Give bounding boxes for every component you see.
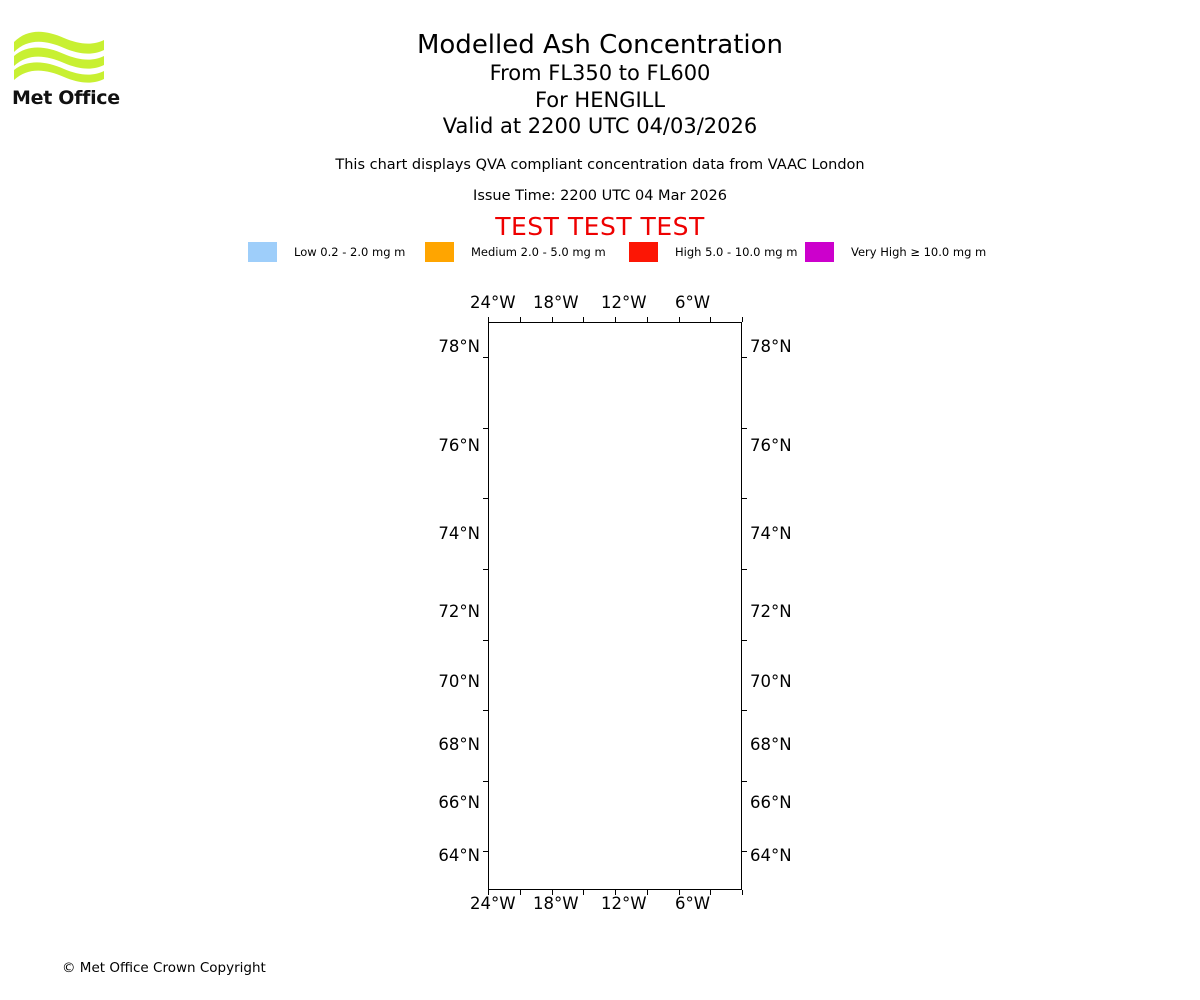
legend-label: Low 0.2 - 2.0 mg m bbox=[294, 245, 406, 259]
met-office-waves-icon bbox=[14, 31, 104, 83]
y-tick-mark-right bbox=[742, 357, 747, 359]
x-tick-label-bottom: 18°W bbox=[533, 894, 579, 913]
x-tick-label-bottom: 24°W bbox=[470, 894, 516, 913]
x-tick-mark-bottom bbox=[583, 890, 585, 895]
x-tick-mark-top bbox=[646, 317, 648, 322]
test-banner: TEST TEST TEST bbox=[495, 212, 705, 242]
y-tick-mark-left bbox=[483, 780, 488, 782]
y-tick-label-left: 68°N bbox=[438, 735, 480, 754]
legend-label: High 5.0 - 10.0 mg m bbox=[675, 245, 798, 259]
y-tick-label-right: 78°N bbox=[750, 337, 792, 356]
copyright-notice: © Met Office Crown Copyright bbox=[62, 960, 266, 976]
y-tick-mark-right bbox=[742, 498, 747, 500]
y-tick-label-right: 68°N bbox=[750, 735, 792, 754]
legend-item: Very High ≥ 10.0 mg m bbox=[805, 241, 986, 263]
y-tick-mark-left bbox=[483, 568, 488, 570]
y-tick-label-right: 76°N bbox=[750, 436, 792, 455]
x-tick-mark-bottom bbox=[742, 890, 743, 895]
volcano-subtitle: For HENGILL bbox=[534, 87, 666, 112]
y-tick-label-left: 64°N bbox=[438, 846, 480, 865]
x-tick-mark-bottom bbox=[488, 890, 489, 895]
x-tick-label-top: 6°W bbox=[675, 293, 711, 312]
page-title: Modelled Ash Concentration bbox=[416, 30, 784, 60]
concentration-legend: Low 0.2 - 2.0 mg m Medium 2.0 - 5.0 mg m H… bbox=[0, 241, 1200, 263]
y-tick-mark-right bbox=[742, 568, 747, 570]
chart-header: Modelled Ash Concentration From FL350 to… bbox=[0, 0, 1200, 241]
x-tick-mark-top bbox=[583, 317, 585, 322]
legend-swatch bbox=[805, 242, 834, 262]
x-tick-mark-bottom bbox=[615, 890, 616, 895]
y-tick-mark-left bbox=[483, 639, 488, 641]
y-tick-mark-right bbox=[742, 710, 747, 712]
x-tick-label-top: 24°W bbox=[470, 293, 516, 312]
met-office-logo: Met Office bbox=[12, 26, 132, 109]
y-tick-mark-left bbox=[483, 710, 488, 712]
issue-time: Issue Time: 2200 UTC 04 Mar 2026 bbox=[473, 188, 727, 205]
x-tick-mark-top bbox=[488, 317, 489, 322]
legend-swatch bbox=[248, 242, 277, 262]
legend-swatch bbox=[629, 242, 658, 262]
y-tick-mark-left bbox=[483, 427, 488, 429]
y-tick-mark-left bbox=[483, 357, 488, 359]
x-tick-label-top: 18°W bbox=[533, 293, 579, 312]
x-tick-mark-top bbox=[551, 317, 553, 322]
y-tick-mark-right bbox=[742, 780, 747, 782]
x-tick-mark-top bbox=[519, 317, 521, 322]
x-tick-mark-bottom bbox=[678, 890, 680, 895]
y-tick-mark-right bbox=[742, 851, 747, 853]
y-tick-label-right: 70°N bbox=[750, 672, 792, 691]
x-tick-mark-bottom bbox=[646, 890, 648, 895]
x-tick-mark-top bbox=[710, 317, 712, 322]
flight-level-subtitle: From FL350 to FL600 bbox=[489, 61, 711, 86]
valid-time-subtitle: Valid at 2200 UTC 04/03/2026 bbox=[442, 114, 758, 139]
y-tick-label-left: 72°N bbox=[438, 602, 480, 621]
ash-concentration-map[interactable] bbox=[483, 317, 747, 895]
x-tick-label-top: 12°W bbox=[601, 293, 647, 312]
x-tick-mark-top bbox=[615, 317, 616, 322]
legend-label: Very High ≥ 10.0 mg m bbox=[851, 245, 987, 259]
legend-swatch bbox=[425, 242, 454, 262]
legend-item: High 5.0 - 10.0 mg m bbox=[629, 241, 797, 263]
legend-item: Medium 2.0 - 5.0 mg m bbox=[425, 241, 606, 263]
x-tick-mark-bottom bbox=[519, 890, 521, 895]
y-tick-label-left: 66°N bbox=[438, 793, 480, 812]
y-tick-label-left: 78°N bbox=[438, 337, 480, 356]
map-frame-border bbox=[488, 322, 742, 890]
y-tick-mark-left bbox=[483, 498, 488, 500]
y-tick-mark-right bbox=[742, 639, 747, 641]
y-tick-label-right: 74°N bbox=[750, 524, 792, 543]
met-office-logo-text: Met Office bbox=[12, 87, 120, 109]
y-tick-label-left: 70°N bbox=[438, 672, 480, 691]
x-tick-label-bottom: 12°W bbox=[601, 894, 647, 913]
x-tick-mark-top bbox=[678, 317, 680, 322]
x-tick-mark-bottom bbox=[710, 890, 712, 895]
x-tick-mark-top bbox=[742, 317, 743, 322]
y-tick-mark-right bbox=[742, 427, 747, 429]
qva-note: This chart displays QVA compliant concen… bbox=[335, 157, 865, 174]
y-tick-label-left: 76°N bbox=[438, 436, 480, 455]
x-tick-label-bottom: 6°W bbox=[675, 894, 711, 913]
y-tick-label-right: 64°N bbox=[750, 846, 792, 865]
y-tick-label-right: 72°N bbox=[750, 602, 792, 621]
legend-label: Medium 2.0 - 5.0 mg m bbox=[471, 245, 606, 259]
y-tick-mark-left bbox=[483, 851, 488, 853]
y-tick-label-right: 66°N bbox=[750, 793, 792, 812]
y-tick-label-left: 74°N bbox=[438, 524, 480, 543]
legend-item: Low 0.2 - 2.0 mg m bbox=[248, 241, 405, 263]
x-tick-mark-bottom bbox=[551, 890, 553, 895]
